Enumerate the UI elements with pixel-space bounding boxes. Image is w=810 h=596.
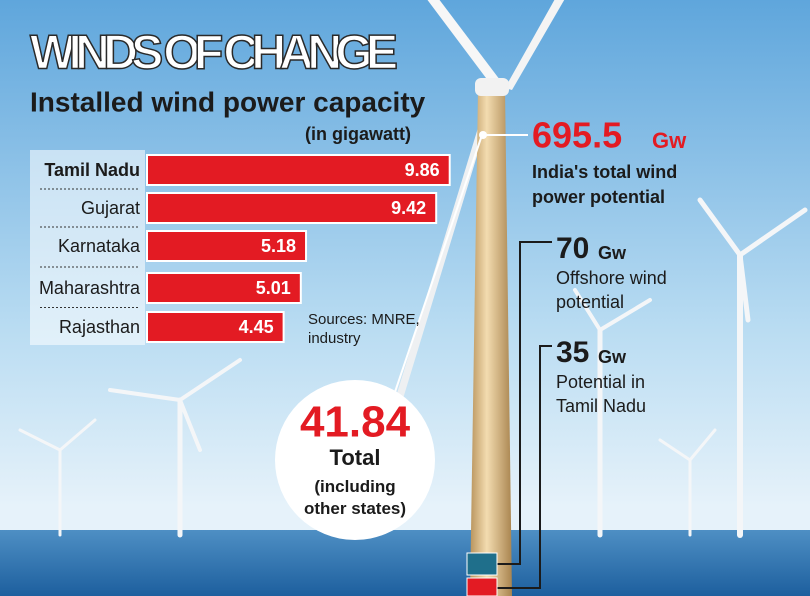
category-label: Rajasthan [59, 317, 140, 337]
potential-label: Potential in Tamil Nadu [556, 370, 666, 418]
potential-value: 70 [556, 232, 589, 265]
category-label: Tamil Nadu [44, 160, 140, 180]
value-label: 5.01 [256, 278, 291, 298]
unit-label: (in gigawatt) [305, 124, 411, 144]
potential-unit: Gw [652, 128, 687, 153]
sea [0, 530, 810, 596]
chart-subtitle: Installed wind power capacity [30, 86, 426, 117]
total-value: 41.84 [300, 398, 411, 447]
source: Sources: MNRE, industry [308, 310, 448, 348]
marker-box [467, 578, 497, 596]
chart-title: WINDS OF CHANGE [30, 27, 398, 80]
potential-value: 695.5 [532, 115, 622, 156]
total-note: (including other states) [300, 476, 410, 520]
total-label: Total [330, 445, 381, 470]
potential-unit: Gw [598, 243, 627, 263]
category-label: Karnataka [58, 236, 141, 256]
category-label: Gujarat [81, 198, 140, 218]
potential-value: 35 [556, 336, 589, 369]
category-label: Maharashtra [39, 278, 141, 298]
potential-label: India's total wind power potential [532, 160, 712, 210]
potential-label: Offshore wind potential [556, 266, 686, 314]
value-label: 4.45 [239, 317, 274, 337]
potential-unit: Gw [598, 347, 627, 367]
value-label: 9.42 [391, 198, 426, 218]
value-label: 5.18 [261, 236, 296, 256]
infographic: Tamil Nadu 9.86 Gujarat 9.42 Karnataka 5.18 Ma… [0, 0, 810, 596]
marker-box [467, 553, 497, 575]
value-label: 9.86 [405, 160, 440, 180]
